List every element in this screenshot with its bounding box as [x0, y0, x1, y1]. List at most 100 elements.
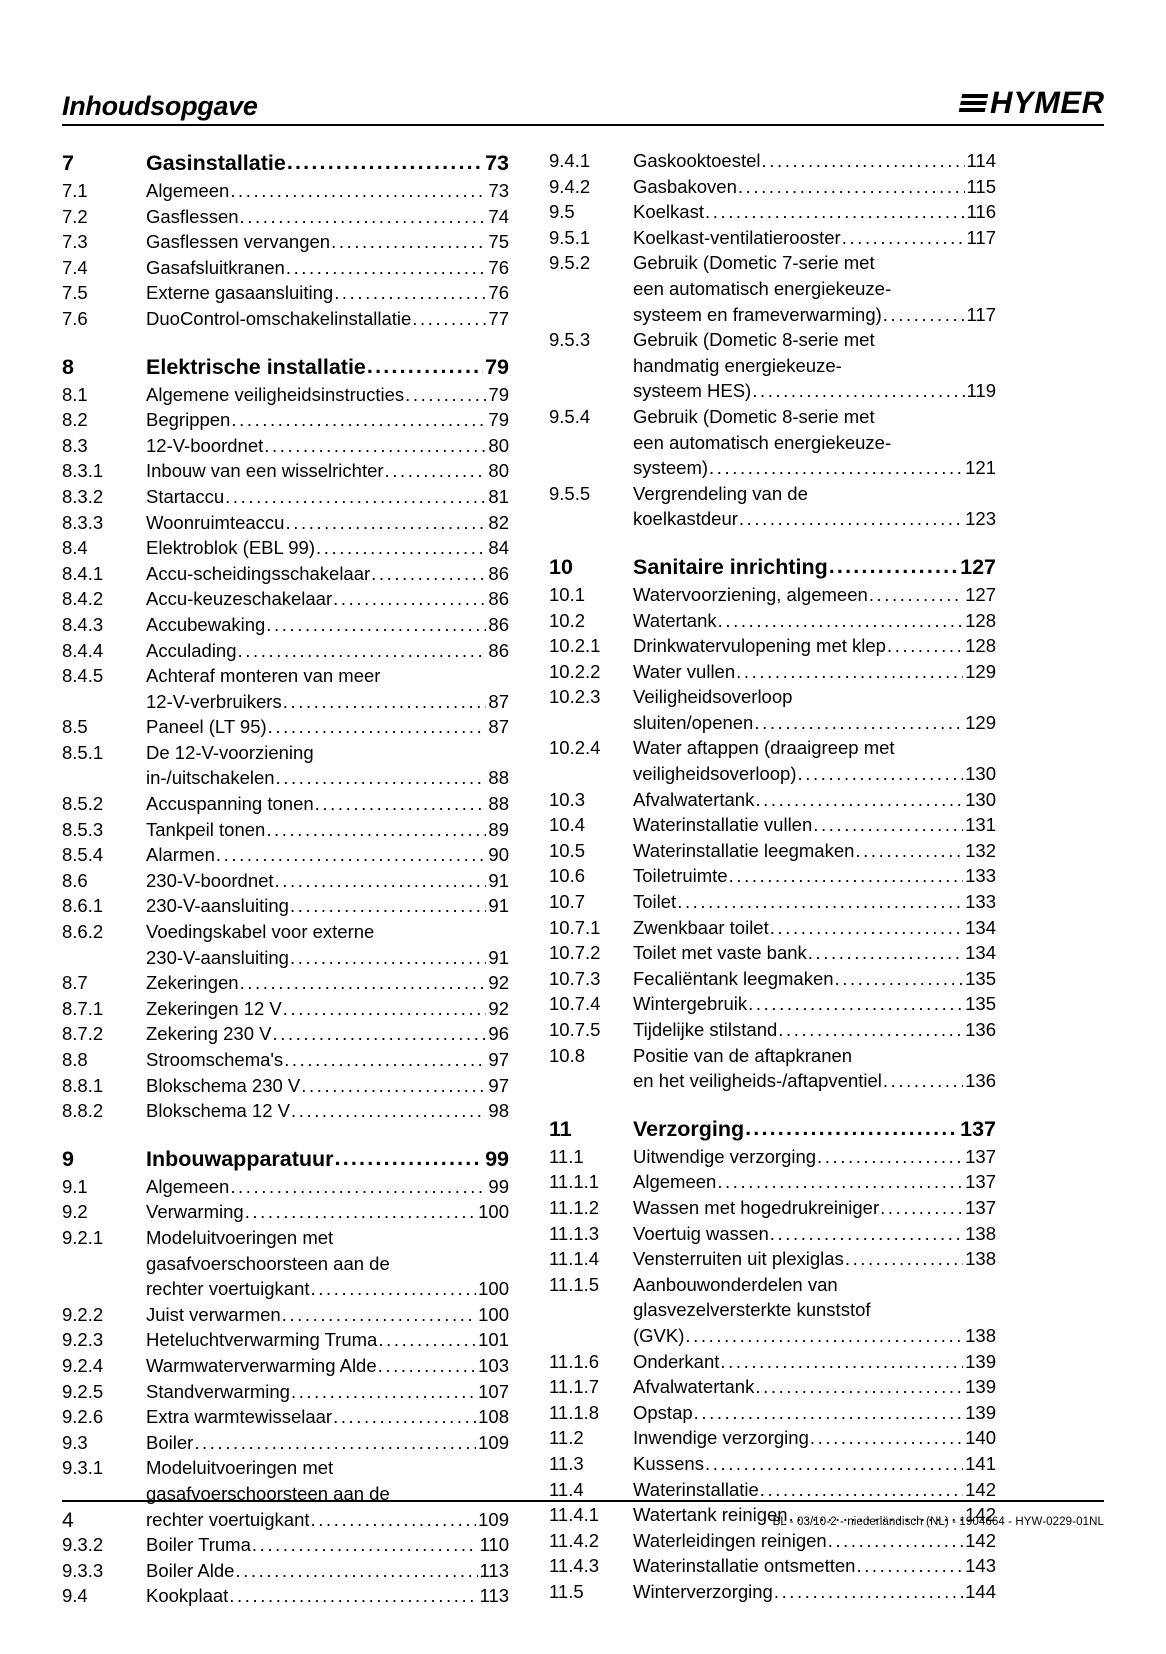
toc-entry-row[interactable]: systeem en frameverwarming) 117: [549, 302, 996, 328]
toc-entry-row[interactable]: 8.5.4 Alarmen 90: [62, 842, 509, 868]
toc-entry-row[interactable]: 10.2.4 Water aftappen (draaigreep met: [549, 735, 996, 761]
toc-entry-row[interactable]: 8.7.1 Zekeringen 12 V 92: [62, 996, 509, 1022]
toc-entry-row[interactable]: 8.8.2 Blokschema 12 V 98: [62, 1098, 509, 1124]
toc-entry-row[interactable]: systeem) 121: [549, 455, 996, 481]
toc-entry-row[interactable]: koelkastdeur 123: [549, 506, 996, 532]
toc-entry-row[interactable]: 8.7 Zekeringen 92: [62, 970, 509, 996]
toc-chapter-row[interactable]: 8 Elektrische installatie 79: [62, 352, 509, 382]
toc-entry-row[interactable]: 7.5 Externe gasaansluiting 76: [62, 280, 509, 306]
toc-entry-row[interactable]: 9.4 Kookplaat 113: [62, 1583, 509, 1609]
toc-entry-row[interactable]: 11.1.7 Afvalwatertank 139: [549, 1374, 996, 1400]
toc-entry-row[interactable]: 10.7.4 Wintergebruik 135: [549, 991, 996, 1017]
toc-entry-row[interactable]: 11.1.2 Wassen met hogedrukreiniger 137: [549, 1195, 996, 1221]
toc-chapter-row[interactable]: 9 Inbouwapparatuur 99: [62, 1144, 509, 1174]
toc-entry-row[interactable]: 11.4 Waterinstallatie 142: [549, 1477, 996, 1503]
toc-entry-row[interactable]: 10.5 Waterinstallatie leegmaken 132: [549, 838, 996, 864]
toc-entry-row[interactable]: 11.5 Winterverzorging 144: [549, 1579, 996, 1605]
toc-entry-row[interactable]: 9.5.1 Koelkast-ventilatierooster 117: [549, 225, 996, 251]
toc-entry-row[interactable]: 8.4.4 Acculading 86: [62, 638, 509, 664]
toc-entry-row[interactable]: 9.3 Boiler 109: [62, 1430, 509, 1456]
toc-entry-row[interactable]: 9.3.3 Boiler Alde 113: [62, 1558, 509, 1584]
toc-entry-row[interactable]: 11.1 Uitwendige verzorging 137: [549, 1144, 996, 1170]
toc-entry-row[interactable]: 8.4.5 Achteraf monteren van meer: [62, 663, 509, 689]
toc-entry-row[interactable]: 10.2.3 Veiligheidsoverloop: [549, 684, 996, 710]
toc-entry-row[interactable]: 8.4 Elektroblok (EBL 99) 84: [62, 535, 509, 561]
toc-entry-row[interactable]: 10.1 Watervoorziening, algemeen 127: [549, 582, 996, 608]
toc-entry-row[interactable]: (GVK) 138: [549, 1323, 996, 1349]
toc-entry-row[interactable]: 8.5.1 De 12-V-voorziening: [62, 740, 509, 766]
toc-entry-row[interactable]: handmatig energiekeuze-: [549, 353, 996, 379]
toc-entry-row[interactable]: 8.8 Stroomschema's 97: [62, 1047, 509, 1073]
toc-entry-row[interactable]: een automatisch energiekeuze-: [549, 430, 996, 456]
toc-entry-row[interactable]: 10.7.1 Zwenkbaar toilet 134: [549, 915, 996, 941]
toc-entry-row[interactable]: 9.5.2 Gebruik (Dometic 7-serie met: [549, 250, 996, 276]
toc-entry-row[interactable]: 10.2 Watertank 128: [549, 608, 996, 634]
toc-entry-row[interactable]: 10.6 Toiletruimte 133: [549, 863, 996, 889]
toc-entry-row[interactable]: een automatisch energiekeuze-: [549, 276, 996, 302]
toc-entry-row[interactable]: 8.3.1 Inbouw van een wisselrichter 80: [62, 458, 509, 484]
toc-entry-row[interactable]: 10.3 Afvalwatertank 130: [549, 787, 996, 813]
toc-entry-row[interactable]: 8.3.2 Startaccu 81: [62, 484, 509, 510]
toc-entry-row[interactable]: 11.2 Inwendige verzorging 140: [549, 1425, 996, 1451]
toc-entry-row[interactable]: in-/uitschakelen 88: [62, 765, 509, 791]
toc-entry-row[interactable]: 11.1.4 Vensterruiten uit plexiglas 138: [549, 1246, 996, 1272]
toc-entry-row[interactable]: sluiten/openen 129: [549, 710, 996, 736]
toc-chapter-row[interactable]: 10 Sanitaire inrichting 127: [549, 552, 996, 582]
toc-entry-row[interactable]: 9.2.5 Standverwarming 107: [62, 1379, 509, 1405]
toc-entry-row[interactable]: 9.5.4 Gebruik (Dometic 8-serie met: [549, 404, 996, 430]
toc-entry-row[interactable]: 7.3 Gasflessen vervangen 75: [62, 229, 509, 255]
toc-entry-row[interactable]: 7.4 Gasafsluitkranen 76: [62, 255, 509, 281]
toc-entry-row[interactable]: gasafvoerschoorsteen aan de: [62, 1481, 509, 1507]
toc-entry-row[interactable]: 9.3.2 Boiler Truma 110: [62, 1532, 509, 1558]
toc-entry-row[interactable]: 9.5.5 Vergrendeling van de: [549, 481, 996, 507]
toc-entry-row[interactable]: 11.3 Kussens 141: [549, 1451, 996, 1477]
toc-entry-row[interactable]: 9.5.3 Gebruik (Dometic 8-serie met: [549, 327, 996, 353]
toc-entry-row[interactable]: 7.2 Gasflessen 74: [62, 204, 509, 230]
toc-entry-row[interactable]: 8.8.1 Blokschema 230 V 97: [62, 1073, 509, 1099]
toc-entry-row[interactable]: 10.7 Toilet 133: [549, 889, 996, 915]
toc-entry-row[interactable]: 9.2.3 Heteluchtverwarming Truma 101: [62, 1327, 509, 1353]
toc-entry-row[interactable]: 230-V-aansluiting 91: [62, 945, 509, 971]
toc-entry-row[interactable]: 8.6 230-V-boordnet 91: [62, 868, 509, 894]
toc-entry-row[interactable]: 9.2 Verwarming 100: [62, 1199, 509, 1225]
toc-entry-row[interactable]: 8.3.3 Woonruimteaccu 82: [62, 510, 509, 536]
toc-chapter-row[interactable]: 7 Gasinstallatie 73: [62, 148, 509, 178]
toc-entry-row[interactable]: 8.7.2 Zekering 230 V 96: [62, 1021, 509, 1047]
toc-entry-row[interactable]: glasvezelversterkte kunststof: [549, 1297, 996, 1323]
toc-entry-row[interactable]: 9.4.1 Gaskooktoestel 114: [549, 148, 996, 174]
toc-entry-row[interactable]: 11.4.2 Waterleidingen reinigen 142: [549, 1528, 996, 1554]
toc-entry-row[interactable]: 9.4.2 Gasbakoven 115: [549, 174, 996, 200]
toc-entry-row[interactable]: 8.6.2 Voedingskabel voor externe: [62, 919, 509, 945]
toc-entry-row[interactable]: 9.3.1 Modeluitvoeringen met: [62, 1455, 509, 1481]
toc-entry-row[interactable]: 8.3 12-V-boordnet 80: [62, 433, 509, 459]
toc-entry-row[interactable]: 11.1.5 Aanbouwonderdelen van: [549, 1272, 996, 1298]
toc-entry-row[interactable]: 8.5 Paneel (LT 95) 87: [62, 714, 509, 740]
toc-entry-row[interactable]: 7.6 DuoControl-omschakelinstallatie 77: [62, 306, 509, 332]
toc-entry-row[interactable]: 8.2 Begrippen 79: [62, 407, 509, 433]
toc-entry-row[interactable]: 10.7.3 Fecaliëntank leegmaken 135: [549, 966, 996, 992]
toc-entry-row[interactable]: 9.2.6 Extra warmtewisselaar 108: [62, 1404, 509, 1430]
toc-entry-row[interactable]: 10.7.2 Toilet met vaste bank 134: [549, 940, 996, 966]
toc-entry-row[interactable]: 8.4.2 Accu-keuzeschakelaar 86: [62, 586, 509, 612]
toc-entry-row[interactable]: 9.2.2 Juist verwarmen 100: [62, 1302, 509, 1328]
toc-chapter-row[interactable]: 11 Verzorging 137: [549, 1114, 996, 1144]
toc-entry-row[interactable]: 11.4.3 Waterinstallatie ontsmetten 143: [549, 1553, 996, 1579]
toc-entry-row[interactable]: 10.4 Waterinstallatie vullen 131: [549, 812, 996, 838]
toc-entry-row[interactable]: 12-V-verbruikers 87: [62, 689, 509, 715]
toc-entry-row[interactable]: 10.2.1 Drinkwatervulopening met klep 128: [549, 633, 996, 659]
toc-entry-row[interactable]: 11.1.3 Voertuig wassen 138: [549, 1221, 996, 1247]
toc-entry-row[interactable]: en het veiligheids-/aftapventiel 136: [549, 1068, 996, 1094]
toc-entry-row[interactable]: 8.4.1 Accu-scheidingsschakelaar 86: [62, 561, 509, 587]
toc-entry-row[interactable]: 8.6.1 230-V-aansluiting 91: [62, 893, 509, 919]
toc-entry-row[interactable]: 10.2.2 Water vullen 129: [549, 659, 996, 685]
toc-entry-row[interactable]: 9.2.1 Modeluitvoeringen met: [62, 1225, 509, 1251]
toc-entry-row[interactable]: rechter voertuigkant 100: [62, 1276, 509, 1302]
toc-entry-row[interactable]: 10.7.5 Tijdelijke stilstand 136: [549, 1017, 996, 1043]
toc-entry-row[interactable]: rechter voertuigkant 109: [62, 1507, 509, 1533]
toc-entry-row[interactable]: 8.4.3 Accubewaking 86: [62, 612, 509, 638]
toc-entry-row[interactable]: systeem HES) 119: [549, 378, 996, 404]
toc-entry-row[interactable]: 8.1 Algemene veiligheidsinstructies 79: [62, 382, 509, 408]
toc-entry-row[interactable]: 9.5 Koelkast 116: [549, 199, 996, 225]
toc-entry-row[interactable]: 8.5.2 Accuspanning tonen 88: [62, 791, 509, 817]
toc-entry-row[interactable]: 11.1.8 Opstap 139: [549, 1400, 996, 1426]
